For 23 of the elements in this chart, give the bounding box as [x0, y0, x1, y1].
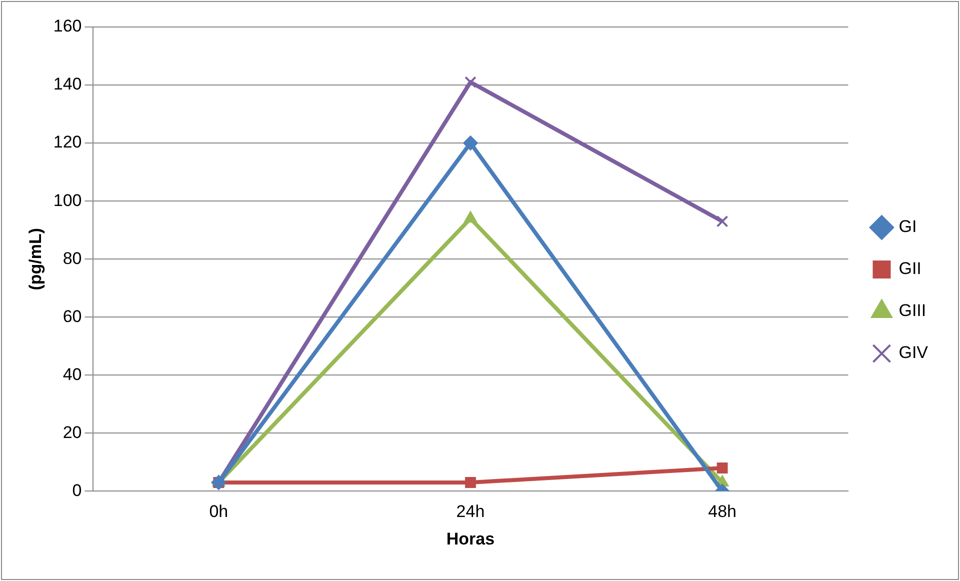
x-axis-title: Horas [446, 529, 495, 548]
point [462, 136, 478, 151]
y-tick-label: 160 [53, 16, 82, 36]
point [716, 215, 728, 228]
y-tick-label: 20 [62, 422, 82, 442]
legend-label: GIII [898, 301, 926, 320]
y-tick-label: 0 [72, 480, 82, 500]
point [716, 462, 728, 474]
y-tick-label: 120 [53, 132, 82, 152]
point [465, 477, 476, 488]
point [464, 76, 476, 88]
y-tick-label: 140 [53, 74, 82, 94]
legend-label: GI [898, 217, 917, 236]
y-tick-label: 60 [62, 306, 82, 326]
y-tick-label: 40 [62, 364, 82, 384]
legend-label: GII [898, 259, 922, 278]
x-tick-label: 24h [456, 502, 485, 522]
x-tick-label: 0h [209, 502, 228, 522]
y-axis-title: (pg/mL) [26, 228, 45, 290]
y-tick-label: 100 [53, 190, 82, 210]
y-tick-label: 80 [62, 248, 82, 268]
x-tick-label: 48h [708, 502, 736, 522]
legend-label: GIV [898, 343, 929, 362]
